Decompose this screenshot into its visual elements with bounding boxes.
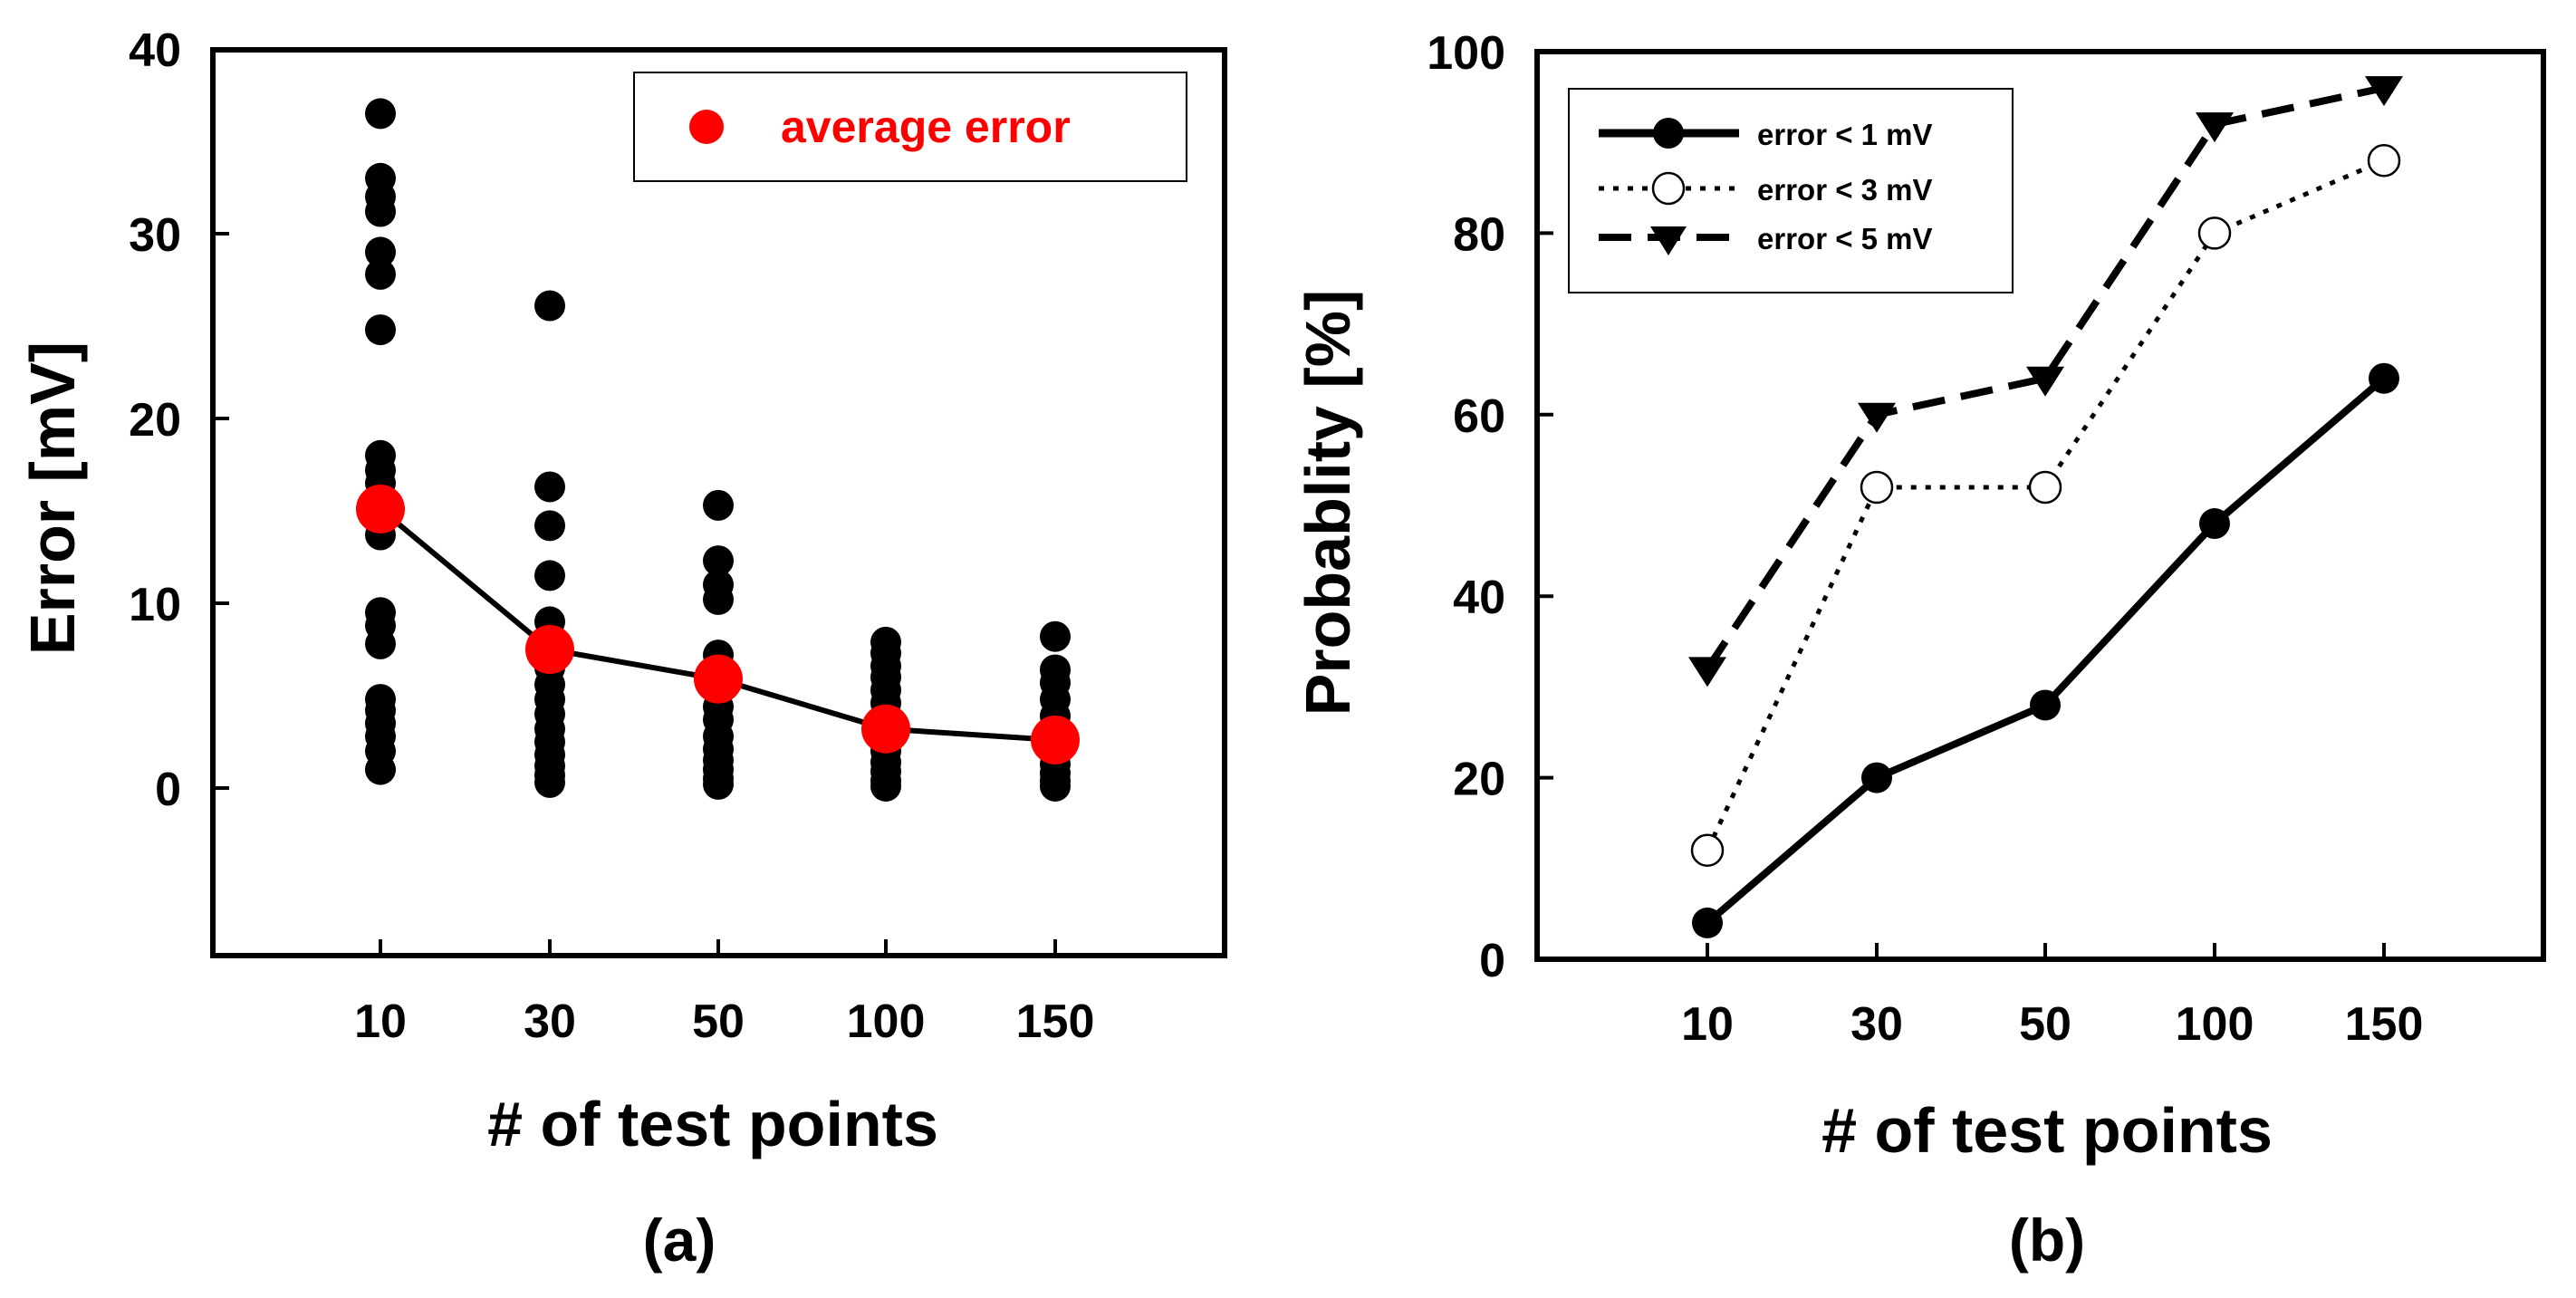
chart-b-xlabel: # of test points [1821, 1095, 2273, 1166]
chart-a-error-point [534, 510, 565, 542]
chart-b-legend-marker-3 [1650, 226, 1687, 255]
chart-a-x-tick-label: 30 [524, 995, 576, 1048]
chart-b-point-s2 [1860, 470, 1894, 505]
chart-a-error-point [1040, 620, 1071, 652]
chart-a-x-tick-labels: 10 30 50 100 150 [354, 995, 1094, 1048]
chart-a-average-point [1031, 715, 1080, 764]
chart-a-error-point [365, 98, 396, 130]
chart-b-point-s1 [2030, 689, 2061, 721]
chart-b-point-s1 [2199, 508, 2230, 540]
chart-b-frame [1534, 49, 2546, 962]
chart-a-xlabel: # of test points [487, 1089, 938, 1159]
chart-b-series-markers [1688, 76, 2403, 938]
chart-b-y-tick-marks [1537, 50, 1553, 961]
chart-b-ylabel: Probablity [%] [1293, 290, 1363, 716]
chart-a-legend-box [633, 72, 1187, 182]
chart-b-series-line-3 [1704, 84, 2385, 671]
chart-a-error-point [703, 768, 734, 800]
chart-b-point-s3 [1688, 657, 1726, 687]
chart-a-error-point [365, 196, 396, 227]
chart-b-point-s3 [2365, 76, 2403, 107]
chart-b-y-tick-labels: 100 80 60 40 20 0 [1427, 27, 1505, 987]
chart-a-legend-label: average error [781, 101, 1071, 152]
chart-a-error-points [365, 98, 1071, 802]
chart-a-y-tick-marks [213, 47, 229, 790]
chart-b-point-s1 [1692, 907, 1723, 938]
chart-a-average-point [525, 625, 574, 674]
chart-b-legend: error < 1 mV error < 3 mV error < 5 mV [1568, 88, 2014, 293]
chart-b-legend-marker-1 [1653, 118, 1684, 149]
chart-b-point-s2 [2028, 470, 2062, 505]
chart-b-point-s2 [2197, 216, 2232, 250]
chart-b-point-s2 [1690, 833, 1725, 868]
chart-a-average-points [356, 484, 1080, 764]
chart-a-y-tick-label: 30 [129, 209, 181, 262]
chart-b-x-tick-label: 50 [2019, 998, 2071, 1051]
chart-a-average-point [694, 654, 743, 704]
chart-a-error-point [365, 258, 396, 290]
chart-b-point-s3 [1858, 402, 1896, 433]
chart-a-y-tick-label: 20 [129, 394, 181, 447]
chart-a-error-point [365, 236, 396, 268]
chart-b-legend-label-1: error < 1 mV [1757, 118, 1933, 151]
chart-a-panel-label: (a) [643, 1207, 716, 1274]
chart-b-point-s2 [2367, 143, 2401, 178]
chart-b-x-tick-marks [1706, 943, 2386, 959]
chart-a-error-point [534, 290, 565, 322]
chart-b-y-tick-label: 60 [1453, 390, 1505, 443]
chart-a-error-point [365, 754, 396, 785]
chart-a-x-tick-label: 50 [692, 995, 745, 1048]
chart-b-y-tick-label: 40 [1453, 572, 1505, 624]
chart-a-error-point [365, 314, 396, 346]
chart-a-x-tick-label: 150 [1016, 995, 1095, 1048]
chart-b-y-tick-label: 100 [1427, 27, 1505, 80]
chart-b-legend-label-2: error < 3 mV [1757, 173, 1933, 207]
chart-b: 100 80 60 40 20 0 10 30 50 100 150 error < 1 mV e… [1293, 27, 2546, 1274]
chart-b-x-tick-label: 30 [1850, 998, 1903, 1051]
chart-b-x-tick-label: 10 [1681, 998, 1734, 1051]
chart-a-error-point [365, 628, 396, 659]
chart-b-point-s3 [2026, 366, 2064, 397]
chart-b-y-tick-label: 80 [1453, 208, 1505, 261]
chart-a-error-point [703, 545, 734, 577]
chart-a-y-tick-labels: 40 30 20 10 0 [129, 24, 181, 816]
chart-a-y-tick-label: 10 [129, 579, 181, 631]
chart-b-legend-label-3: error < 5 mV [1757, 222, 1933, 255]
chart-a-y-tick-label: 40 [129, 24, 181, 77]
chart-b-legend-marker-2 [1651, 171, 1686, 206]
chart-b-y-tick-label: 0 [1479, 935, 1505, 987]
chart-b-point-s1 [1861, 762, 1892, 793]
chart-a-x-tick-marks [379, 939, 1057, 956]
chart-a-error-point [534, 766, 565, 798]
chart-a-legend: average error [633, 72, 1187, 182]
chart-a-error-point [870, 770, 901, 802]
chart-a-x-tick-label: 100 [847, 995, 926, 1048]
chart-b-point-s3 [2196, 112, 2234, 143]
chart-a-error-point [534, 560, 565, 591]
chart-b-x-tick-label: 150 [2345, 998, 2424, 1051]
chart-a-error-point [703, 489, 734, 521]
chart-b-panel-label: (b) [2009, 1207, 2085, 1274]
chart-b-x-tick-labels: 10 30 50 100 150 [1681, 998, 2423, 1051]
chart-b-series-line-1 [1705, 375, 2387, 926]
chart-b-x-tick-label: 100 [2176, 998, 2254, 1051]
chart-a-error-point [703, 583, 734, 615]
chart-a-ylabel: Error [mV] [17, 341, 88, 655]
chart-a-x-tick-label: 10 [354, 995, 407, 1048]
chart-a-average-point [356, 484, 405, 534]
chart-a-y-tick-label: 0 [155, 764, 181, 816]
chart-a-error-point [534, 471, 565, 503]
chart-b-y-tick-label: 20 [1453, 754, 1505, 806]
chart-a-average-point [861, 704, 910, 754]
chart-b-point-s1 [2369, 362, 2399, 394]
chart-a-legend-marker [689, 110, 724, 144]
chart-a-error-point [1040, 770, 1071, 802]
